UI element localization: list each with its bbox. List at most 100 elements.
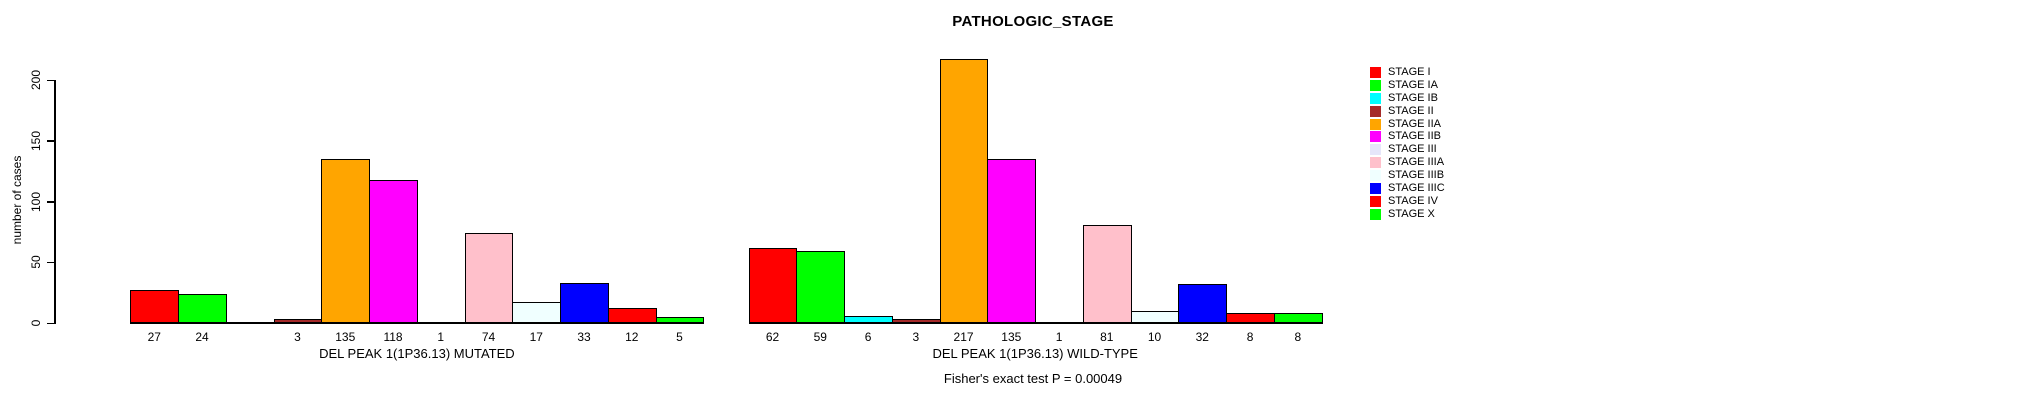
bar-value-label: 1 xyxy=(437,330,445,344)
legend-item: STAGE IA xyxy=(1370,79,1445,92)
legend-swatch xyxy=(1370,170,1381,182)
legend-item: STAGE II xyxy=(1370,105,1445,118)
bar-value-label: 118 xyxy=(383,330,403,344)
legend-swatch xyxy=(1370,92,1381,104)
y-tick-label: 50 xyxy=(29,255,43,269)
bar-stage-ii xyxy=(273,319,323,323)
legend-swatch xyxy=(1370,208,1381,220)
y-tick-mark xyxy=(47,322,54,324)
bar-stage-iii xyxy=(416,321,466,324)
legend-label: STAGE I xyxy=(1388,65,1431,78)
legend-label: STAGE IIB xyxy=(1388,130,1441,143)
bar-value-label: 6 xyxy=(864,330,872,344)
bar-value-label: 135 xyxy=(1001,330,1022,344)
y-axis-line xyxy=(54,80,56,324)
legend-item: STAGE IIB xyxy=(1370,131,1445,144)
bar-value-label: 217 xyxy=(953,330,974,344)
bar-stage-iv xyxy=(607,308,657,323)
bar-value-label: 10 xyxy=(1147,330,1162,344)
bar-value-label: 24 xyxy=(195,330,209,344)
legend: STAGE I STAGE IA STAGE IB STAGE II STAGE IIA… xyxy=(1370,66,1445,221)
legend-item: STAGE III xyxy=(1370,143,1445,156)
bar-value-label: 81 xyxy=(1100,330,1114,344)
legend-item: STAGE I xyxy=(1370,66,1445,79)
legend-item: STAGE IIIB xyxy=(1370,169,1445,182)
bar-value-label: 33 xyxy=(577,330,591,344)
legend-label: STAGE X xyxy=(1388,207,1435,220)
y-tick-label: 0 xyxy=(29,319,43,327)
legend-label: STAGE II xyxy=(1388,104,1434,117)
legend-label: STAGE III xyxy=(1388,143,1437,156)
bar-stage-iiib xyxy=(512,302,562,323)
legend-label: STAGE IIA xyxy=(1388,117,1441,130)
y-tick-label: 100 xyxy=(29,191,43,212)
bar-stage-iia xyxy=(939,59,989,323)
bar-value-label: 5 xyxy=(676,330,683,344)
bar-stage-iiic xyxy=(560,282,609,323)
legend-item: STAGE IB xyxy=(1370,92,1445,105)
bar-value-label: 62 xyxy=(765,330,780,344)
bar-stage-i xyxy=(748,247,798,323)
chart-title: PATHOLOGIC_STAGE xyxy=(952,13,1114,30)
bar-value-label: 8 xyxy=(1246,330,1254,344)
bar-stage-iia xyxy=(321,158,371,323)
legend-item: STAGE IV xyxy=(1370,195,1445,208)
bar-stage-ia xyxy=(796,251,846,323)
y-tick-mark xyxy=(47,261,54,264)
legend-swatch xyxy=(1370,183,1381,195)
bar-value-label: 74 xyxy=(481,330,496,344)
bar-stage-iiia xyxy=(1082,224,1132,323)
legend-item: STAGE IIIC xyxy=(1370,182,1445,195)
group-label: DEL PEAK 1(1P36.13) MUTATED xyxy=(319,346,515,361)
bar-value-label: 17 xyxy=(529,330,543,344)
bar-value-label: 59 xyxy=(813,330,827,344)
legend-item: STAGE IIIA xyxy=(1370,156,1445,169)
group-label: DEL PEAK 1(1P36.13) WILD-TYPE xyxy=(932,346,1138,361)
bar-stage-x xyxy=(1273,313,1323,323)
bar-value-label: 12 xyxy=(625,330,639,344)
legend-label: STAGE IIIC xyxy=(1388,182,1445,195)
bar-value-label: 1 xyxy=(1055,330,1063,344)
bar-stage-iib xyxy=(987,158,1037,323)
legend-swatch xyxy=(1370,79,1381,91)
legend-swatch xyxy=(1370,66,1381,78)
bar-value-label: 3 xyxy=(912,330,920,344)
y-tick-label: 200 xyxy=(29,69,43,91)
legend-label: STAGE IA xyxy=(1388,78,1438,91)
legend-swatch xyxy=(1370,131,1381,143)
bar-stage-iv xyxy=(1226,313,1275,323)
y-tick-mark xyxy=(47,79,54,81)
legend-label: STAGE IB xyxy=(1388,91,1438,104)
legend-swatch xyxy=(1370,196,1381,208)
bar-stage-i xyxy=(130,290,180,323)
bar-stage-iib xyxy=(369,179,418,323)
legend-label: STAGE IIIB xyxy=(1388,169,1445,182)
legend-item: STAGE IIA xyxy=(1370,118,1445,131)
y-tick-mark xyxy=(47,201,54,203)
bar-value-label: 135 xyxy=(335,330,356,344)
legend-swatch xyxy=(1370,105,1381,117)
bar-stage-iii xyxy=(1035,321,1084,324)
y-tick-label: 150 xyxy=(29,130,43,151)
legend-swatch xyxy=(1370,157,1381,169)
y-tick-mark xyxy=(47,140,54,142)
bar-value-label: 8 xyxy=(1294,330,1302,344)
bar-stage-ii xyxy=(891,319,941,323)
legend-label: STAGE IIIA xyxy=(1388,156,1445,169)
legend-swatch xyxy=(1370,144,1381,156)
legend-label: STAGE IV xyxy=(1388,195,1438,208)
bar-value-label: 27 xyxy=(147,330,161,344)
bar-stage-iiia xyxy=(464,233,514,323)
bar-stage-x xyxy=(655,316,705,323)
bar-stage-iiib xyxy=(1130,310,1180,323)
bar-stage-ia xyxy=(178,293,227,323)
y-axis-label: number of cases xyxy=(10,155,24,245)
legend-item: STAGE X xyxy=(1370,208,1445,221)
bar-stage-ib xyxy=(844,315,893,323)
bar-value-label: 3 xyxy=(294,330,301,344)
bar-stage-iiic xyxy=(1178,284,1228,323)
fisher-test-annotation: Fisher's exact test P = 0.00049 xyxy=(943,371,1123,386)
bar-value-label: 32 xyxy=(1195,330,1209,344)
legend-swatch xyxy=(1370,118,1381,130)
